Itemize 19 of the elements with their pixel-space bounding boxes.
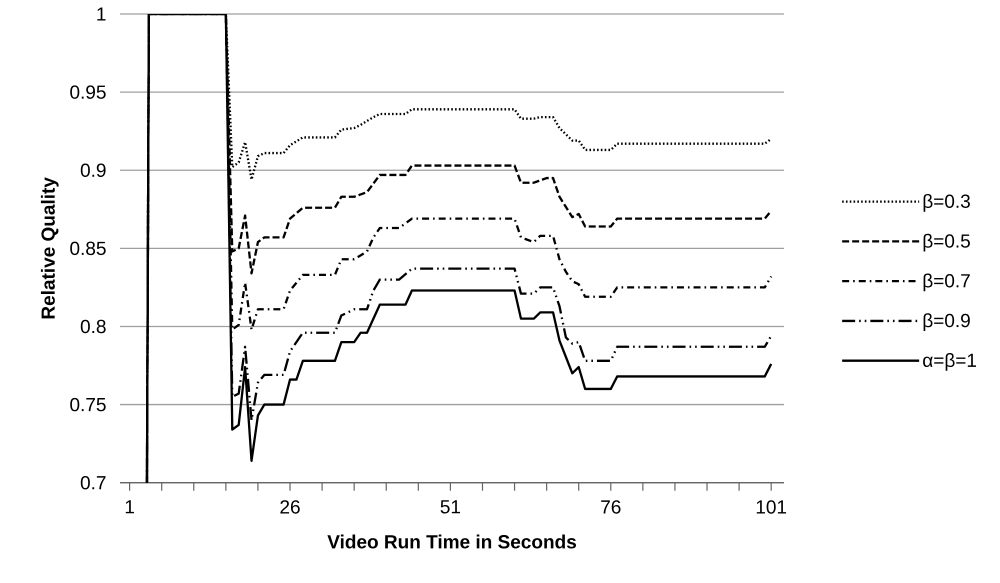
y-tick-label: 0.7 — [80, 476, 106, 490]
x-tick-label: 51 — [440, 500, 460, 514]
x-tick-label: 76 — [601, 500, 621, 514]
y-tick-label: 0.75 — [70, 398, 106, 412]
y-tick-label: 0.95 — [70, 85, 106, 99]
x-tick-label: 101 — [756, 500, 786, 514]
y-tick-label: 1 — [97, 7, 106, 21]
y-tick-label: 0.9 — [80, 164, 106, 177]
y-tick-label: 0.85 — [70, 242, 106, 256]
legend-label: β=0.5 — [924, 234, 970, 252]
y-axis-title: Relative Quality — [40, 177, 59, 318]
x-tick-label: 1 — [126, 500, 134, 514]
x-tick-label: 26 — [280, 500, 300, 514]
x-axis-title: Video Run Time in Seconds — [327, 534, 576, 549]
y-tick-label: 0.8 — [80, 320, 106, 334]
legend-label: β=0.9 — [924, 313, 970, 331]
legend-label: β=0.7 — [924, 274, 970, 292]
legend-label: α=β=1 — [923, 353, 976, 371]
legend-label: β=0.3 — [924, 194, 970, 212]
